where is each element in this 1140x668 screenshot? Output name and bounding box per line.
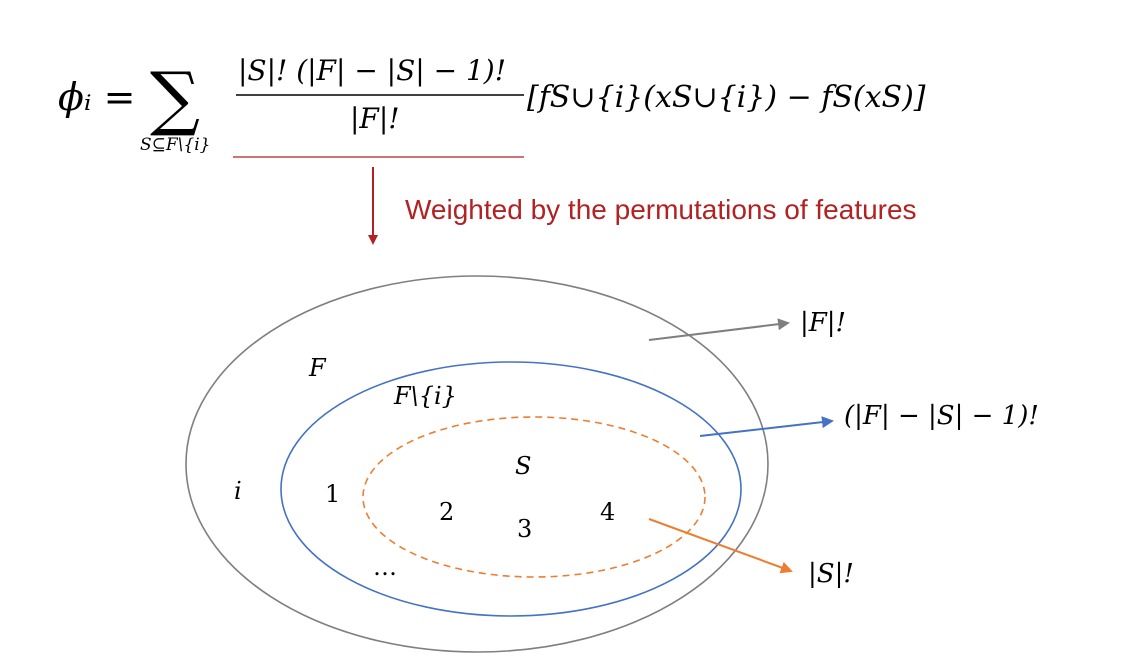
outer-annotation: |F|! xyxy=(800,308,846,338)
element-1: 1 xyxy=(325,480,340,508)
sum-subscript: S⊆F\{i} xyxy=(140,135,210,155)
formula-lhs: ϕᵢ = xyxy=(58,75,135,119)
shapley-formula: ϕᵢ = ∑ S⊆F\{i} |S|! (|F| − |S| − 1)! |F|… xyxy=(58,54,926,158)
fraction-denominator: |F|! xyxy=(350,102,400,135)
inner-set-label: F\{i} xyxy=(393,382,457,410)
element-2: 2 xyxy=(439,498,454,526)
bracket-term: [fS∪{i}(xS∪{i}) − fS(xS)] xyxy=(527,80,926,115)
element-ellipsis: … xyxy=(373,553,397,581)
sum-symbol: ∑ xyxy=(150,57,200,139)
outer-set-label: F xyxy=(308,354,327,382)
subset-annotation-arrow xyxy=(648,518,793,574)
inner-annotation-arrow xyxy=(699,416,834,437)
element-3: 3 xyxy=(517,515,532,543)
inner-annotation: (|F| − |S| − 1)! xyxy=(844,401,1039,431)
fraction-numerator: |S|! (|F| − |S| − 1)! xyxy=(238,54,506,87)
weight-caption: Weighted by the permutations of features xyxy=(405,194,917,225)
element-i: i xyxy=(234,477,242,505)
inner-set-ellipse xyxy=(280,361,742,617)
element-4: 4 xyxy=(600,498,615,526)
outer-annotation-arrow xyxy=(648,318,790,341)
subset-label: S xyxy=(515,452,531,480)
subset-annotation: |S|! xyxy=(808,559,854,589)
outer-set-ellipse xyxy=(185,275,769,653)
subset-ellipse xyxy=(362,416,706,578)
